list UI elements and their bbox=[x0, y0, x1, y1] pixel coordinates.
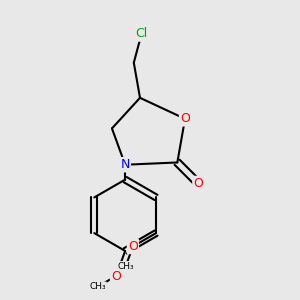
Text: O: O bbox=[111, 270, 121, 283]
Text: O: O bbox=[180, 112, 190, 125]
Text: O: O bbox=[128, 240, 138, 253]
Text: O: O bbox=[194, 177, 203, 190]
Text: N: N bbox=[121, 158, 130, 171]
Text: Cl: Cl bbox=[135, 28, 148, 40]
Text: CH₃: CH₃ bbox=[90, 282, 106, 291]
Text: CH₃: CH₃ bbox=[118, 262, 134, 271]
